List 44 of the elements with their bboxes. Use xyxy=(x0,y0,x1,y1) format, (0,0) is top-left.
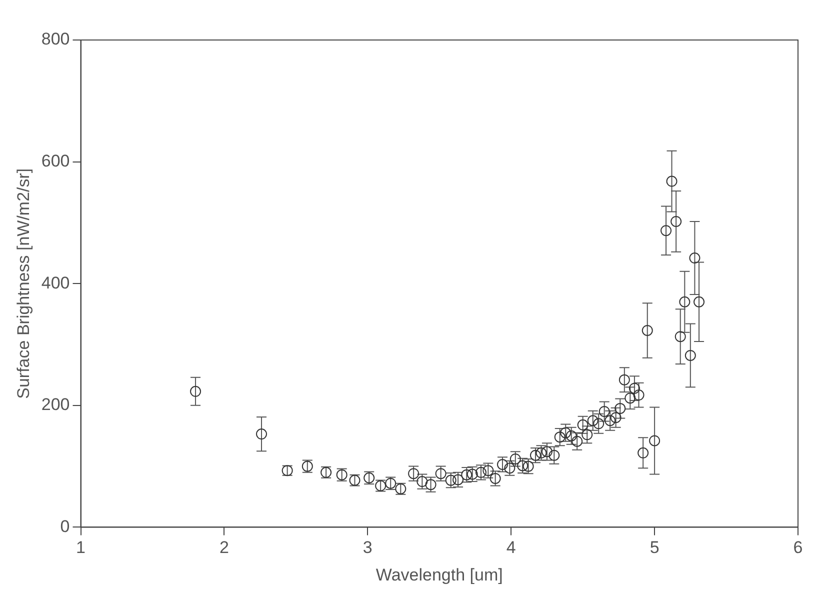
point xyxy=(604,415,616,426)
point xyxy=(674,331,686,342)
x-tick-label: 2 xyxy=(219,538,229,558)
point xyxy=(554,432,566,443)
point xyxy=(614,402,626,414)
x-tick-label: 1 xyxy=(76,538,86,558)
y-tick-label: 200 xyxy=(41,395,70,414)
point xyxy=(582,429,593,440)
x-tick-label: 4 xyxy=(506,538,516,558)
x-axis-title: Wavelength [um] xyxy=(376,565,503,584)
point xyxy=(593,418,604,430)
point xyxy=(666,176,678,187)
y-tick-label: 400 xyxy=(41,273,70,292)
x-tick-label: 5 xyxy=(650,538,660,558)
point xyxy=(684,350,696,361)
point xyxy=(689,252,700,264)
point xyxy=(660,225,672,236)
point xyxy=(642,324,653,336)
point xyxy=(548,450,560,461)
point xyxy=(572,436,583,447)
point xyxy=(649,435,660,446)
point xyxy=(566,430,577,442)
point xyxy=(256,428,268,440)
point xyxy=(618,374,630,386)
point xyxy=(670,216,682,227)
point xyxy=(587,415,598,426)
point xyxy=(598,406,610,417)
point xyxy=(694,296,705,308)
point xyxy=(633,390,644,401)
y-axis-title: Surface Brightness [nW/m2/sr] xyxy=(14,168,33,399)
point xyxy=(560,427,572,438)
y-tick-label: 600 xyxy=(41,151,70,170)
point xyxy=(541,446,552,458)
point xyxy=(610,412,622,424)
y-tick-label: 800 xyxy=(41,30,70,49)
x-tick-label: 6 xyxy=(793,538,803,558)
point xyxy=(679,296,690,308)
y-tick-label: 0 xyxy=(60,516,70,536)
point xyxy=(628,382,640,394)
point xyxy=(638,447,649,458)
point xyxy=(577,419,588,430)
x-tick-label: 3 xyxy=(362,538,372,558)
point xyxy=(624,392,636,404)
point xyxy=(190,386,202,397)
